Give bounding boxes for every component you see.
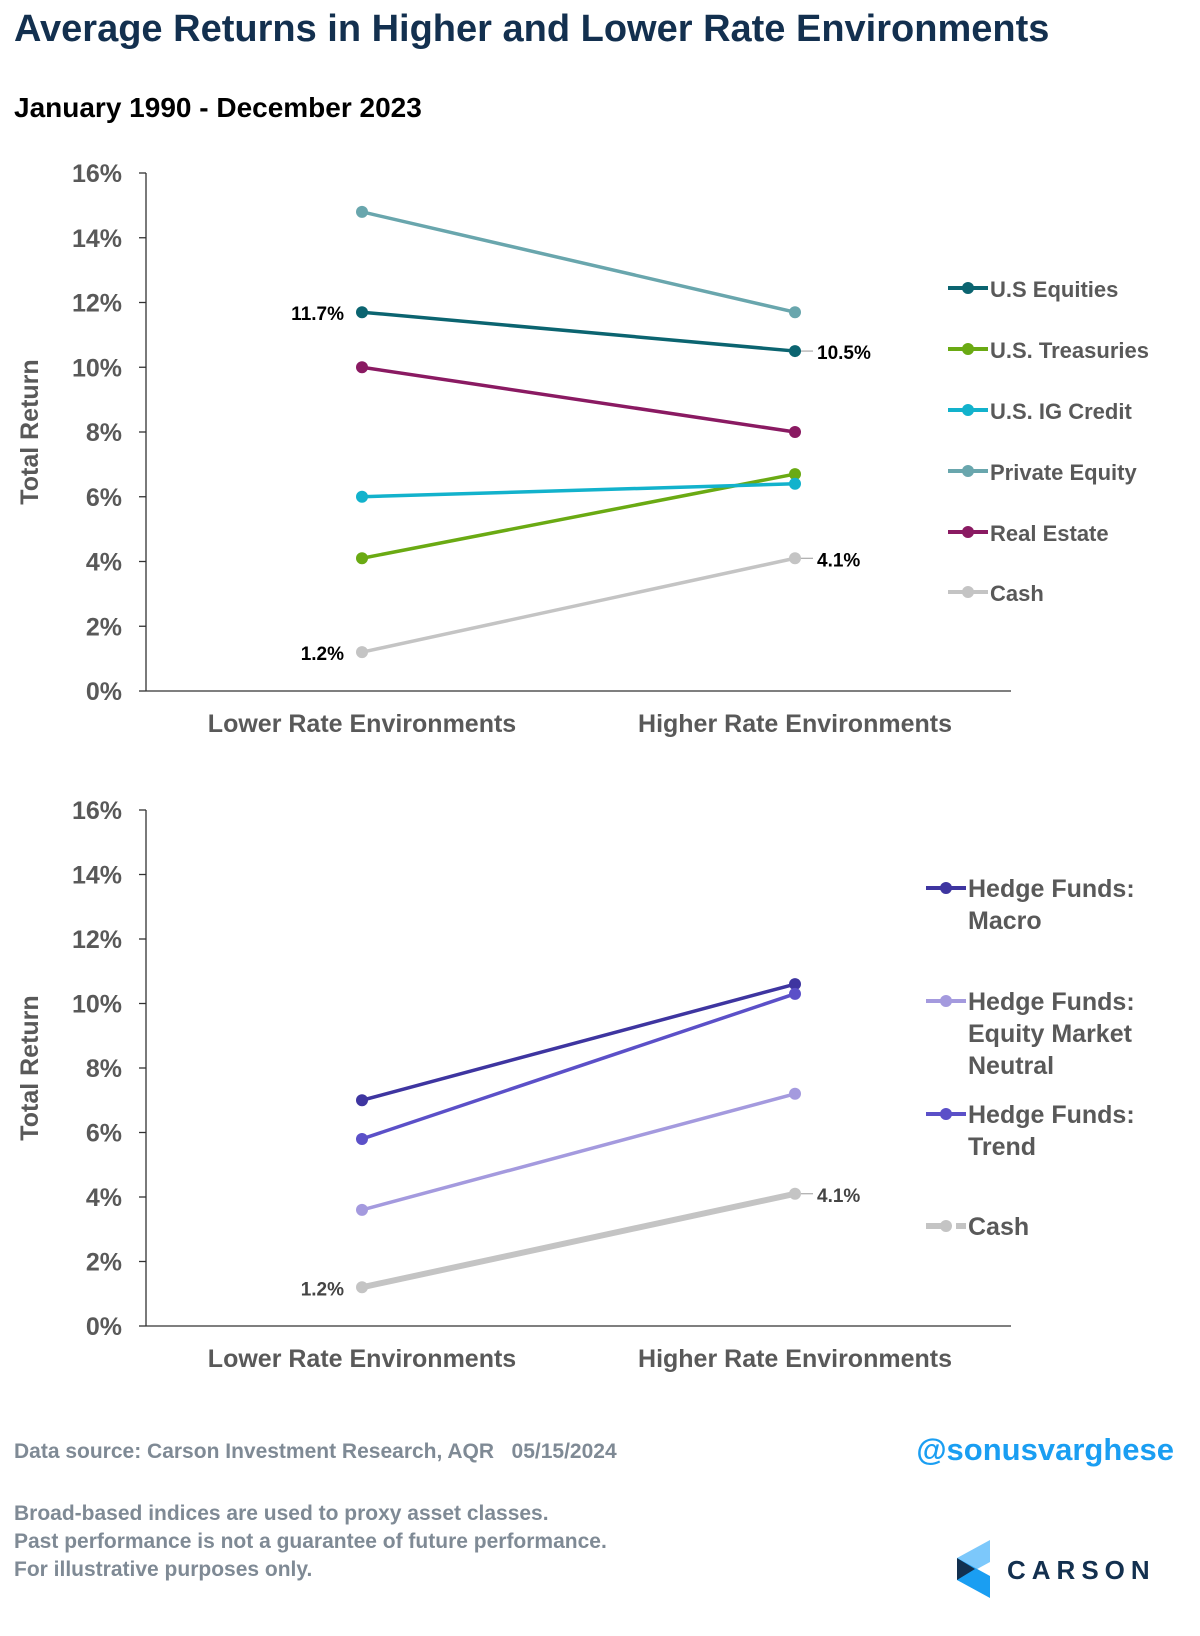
data-point: [356, 1094, 368, 1107]
disclaimer-line: Broad-based indices are used to proxy as…: [14, 1502, 549, 1525]
data-label: 1.2%: [301, 1279, 344, 1300]
series-line-u-s-ig-credit: [361, 482, 796, 499]
legend-label: Macro: [968, 907, 1042, 935]
data-point: [789, 306, 801, 319]
legend-label: Equity Market: [968, 1020, 1133, 1048]
disclaimer-line: Past performance is not a guarantee of f…: [14, 1530, 607, 1553]
data-label: 10.5%: [817, 343, 871, 364]
data-point: [789, 978, 801, 991]
x-tick-label: Lower Rate Environments: [208, 1345, 516, 1373]
legend-label: Cash: [990, 581, 1044, 606]
y-axis-label: Total Return: [16, 995, 44, 1140]
series-line-cash: [361, 1190, 796, 1291]
x-tick-label: Lower Rate Environments: [208, 710, 516, 738]
y-tick-label: 12%: [72, 926, 122, 954]
chart-title: Average Returns in Higher and Lower Rate…: [14, 8, 1050, 50]
data-point: [789, 426, 801, 438]
series-line-cash: [361, 556, 796, 654]
data-point: [356, 646, 368, 659]
y-tick-label: 10%: [72, 991, 122, 1019]
series-line-u-s-equities: [361, 310, 796, 353]
legend-label: Cash: [968, 1213, 1029, 1241]
data-point: [789, 1187, 801, 1200]
legend-label: U.S Equities: [990, 277, 1118, 302]
data-point: [789, 477, 801, 490]
x-tick-label: Higher Rate Environments: [638, 710, 952, 738]
legend-marker: [940, 1108, 952, 1120]
legend-marker: [962, 343, 974, 355]
data-point: [356, 1132, 368, 1145]
data-label: 1.2%: [301, 644, 344, 665]
data-label: 4.1%: [817, 1186, 860, 1207]
legend-marker: [962, 526, 974, 538]
x-tick-label: Higher Rate Environments: [638, 1345, 952, 1373]
y-tick-label: 0%: [86, 678, 122, 706]
data-point: [356, 205, 368, 218]
y-tick-label: 4%: [86, 1184, 122, 1212]
data-label: 4.1%: [817, 550, 860, 571]
disclaimer-line: For illustrative purposes only.: [14, 1558, 313, 1581]
series-line-u-s-treasuries: [361, 472, 796, 560]
legend-marker: [962, 404, 974, 416]
legend-marker: [940, 1220, 952, 1232]
legend-marker: [962, 465, 974, 477]
series-line-real-estate: [361, 365, 796, 434]
data-point: [789, 1087, 801, 1100]
series-line-hedge-funds-trend: [361, 992, 796, 1141]
data-point: [356, 1203, 368, 1216]
data-point: [789, 345, 801, 358]
y-tick-label: 0%: [86, 1313, 122, 1341]
legend-label: Real Estate: [990, 521, 1109, 546]
y-tick-label: 16%: [72, 160, 122, 188]
y-tick-label: 14%: [72, 862, 122, 890]
legend-label: Hedge Funds:: [968, 988, 1135, 1016]
data-point: [356, 361, 368, 374]
legend-label: Neutral: [968, 1052, 1054, 1080]
data-point: [789, 987, 801, 1000]
legend-label: U.S. IG Credit: [990, 399, 1132, 424]
data-source: Data source: Carson Investment Research,…: [14, 1440, 617, 1463]
series-line-private-equity: [361, 210, 796, 314]
y-tick-label: 8%: [86, 1055, 122, 1083]
carson-logo-mark-icon: CARSON: [957, 1540, 1156, 1598]
legend-label: Trend: [968, 1133, 1036, 1161]
y-tick-label: 10%: [72, 354, 122, 382]
y-tick-label: 6%: [86, 1120, 122, 1148]
legend-marker: [940, 882, 952, 894]
data-point: [789, 552, 801, 565]
chart-subtitle: January 1990 - December 2023: [14, 92, 422, 123]
series-line-hedge-funds-equity-market-neutral: [361, 1092, 796, 1212]
legend-marker: [940, 995, 952, 1007]
series-line-hedge-funds-macro: [361, 982, 796, 1102]
author-handle: @sonusvarghese: [916, 1432, 1174, 1467]
charts-canvas: 0% 2% 4% 6% 8% 10% 12% 14% 16% Lower Rate Environ…: [16, 160, 1149, 1373]
svg-text:CARSON: CARSON: [1007, 1555, 1156, 1585]
y-tick-label: 16%: [72, 797, 122, 825]
y-tick-label: 8%: [86, 419, 122, 447]
y-tick-label: 14%: [72, 225, 122, 253]
legend-label: U.S. Treasuries: [990, 338, 1149, 363]
data-point: [356, 490, 368, 503]
y-tick-label: 2%: [86, 613, 122, 641]
data-point: [356, 306, 368, 319]
legend-label: Hedge Funds:: [968, 875, 1135, 903]
carson-logo: CARSON: [955, 1540, 1185, 1605]
data-point: [356, 1281, 368, 1294]
legend-label: Private Equity: [990, 460, 1137, 485]
y-tick-label: 6%: [86, 484, 122, 512]
legend-label: Hedge Funds:: [968, 1101, 1135, 1129]
y-axis-label: Total Return: [16, 359, 44, 504]
y-tick-label: 4%: [86, 549, 122, 577]
data-point: [789, 468, 801, 481]
data-label: 11.7%: [291, 304, 344, 325]
y-tick-label: 12%: [72, 290, 122, 318]
legend-marker: [962, 282, 974, 294]
y-tick-label: 2%: [86, 1249, 122, 1277]
disclaimer: Broad-based indices are used to proxy as…: [14, 1500, 607, 1584]
data-point: [356, 552, 368, 565]
legend-marker: [962, 586, 974, 598]
